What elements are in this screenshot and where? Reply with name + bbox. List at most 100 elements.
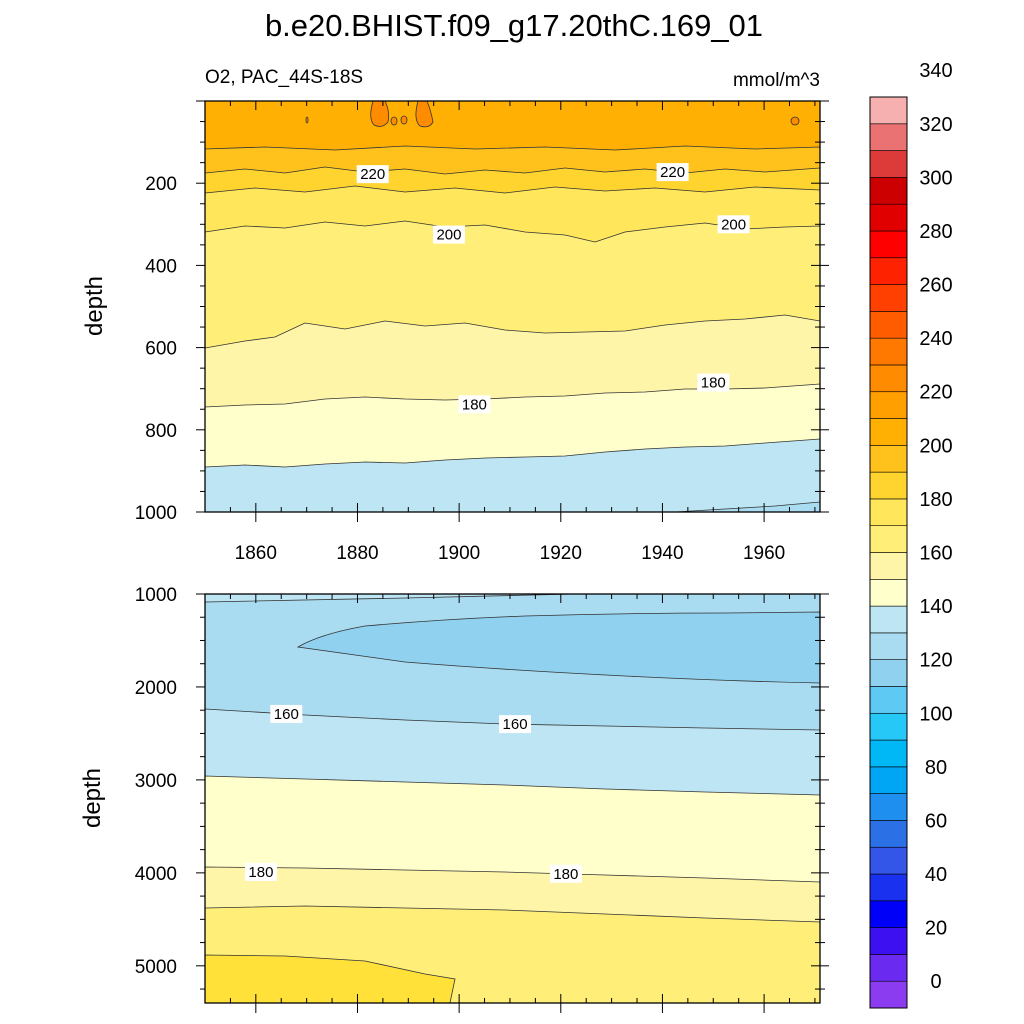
colorbar-label: 240 (919, 328, 952, 350)
colorbar-label: 0 (930, 971, 941, 993)
contour-patch (400, 115, 408, 125)
y-tick-label: 800 (145, 421, 177, 442)
colorbar-box (869, 927, 908, 955)
colorbar-box (869, 632, 908, 660)
colorbar-box (869, 873, 908, 902)
y-tick-label: 400 (145, 256, 177, 277)
contour-label: 180 (458, 395, 491, 414)
colorbar-box (869, 391, 908, 419)
colorbar-box (869, 96, 908, 125)
contour-label-text: 200 (721, 216, 746, 233)
colorbar-box (869, 230, 908, 259)
colorbar-label: 280 (919, 221, 952, 243)
x-tick-label: 1860 (235, 543, 277, 564)
colorbar: 0 20 40 60 80 100 120 140 160 180 200 220 240 260 280 3… (869, 60, 953, 1009)
contour-label-bg (270, 704, 303, 723)
colorbar-label: 160 (919, 543, 952, 565)
colorbar-box (869, 364, 908, 393)
x-tick-label: 1920 (540, 543, 582, 564)
contour-patch (790, 116, 800, 126)
bottom-plot-area: 160 160 180 180 (205, 594, 820, 1003)
contour-patch (370, 101, 389, 127)
colorbar-label: 320 (919, 114, 952, 136)
contour-patch (305, 116, 309, 124)
colorbar-box (869, 766, 908, 794)
band-fill (205, 438, 820, 512)
top-axes: 1860 1880 1900 1920 1940 1960 200 400 600 800 1000 (135, 100, 829, 564)
colorbar-box (869, 284, 908, 312)
colorbar-label: 80 (925, 757, 947, 779)
colorbar-box (869, 900, 908, 928)
y-tick-label: 3000 (135, 771, 177, 792)
colorbar-box (869, 311, 908, 339)
contour-label-bg (432, 225, 465, 244)
colorbar-box (869, 605, 908, 634)
colorbar-box (869, 177, 908, 205)
bottom-panel: 160 160 180 180 1000 2000 3000 4000 5000 depth (79, 585, 829, 1013)
band-fill (205, 954, 456, 1003)
contour-patch (390, 116, 398, 126)
colorbar-label: 260 (919, 275, 952, 297)
plot-frame (204, 593, 821, 1004)
contour-label-bg (697, 373, 730, 392)
contour-label: 180 (244, 862, 277, 881)
colorbar-label: 40 (925, 864, 947, 886)
contour-label-bg (244, 862, 277, 881)
contour-label-text: 180 (701, 375, 726, 392)
contour-label: 220 (356, 165, 389, 184)
contour-label-text: 180 (462, 396, 487, 413)
band-fill (205, 594, 820, 603)
contour-labels: 220 220 200 200 180 180 (356, 163, 750, 414)
colorbar-frame (869, 96, 908, 1009)
contour-label-bg (656, 163, 689, 182)
contour-label: 220 (656, 163, 689, 182)
contour-label-text: 180 (553, 866, 578, 883)
colorbar-label: 20 (925, 918, 947, 940)
y-tick-label: 4000 (135, 864, 177, 885)
contour-label-bg (458, 395, 491, 414)
colorbar-box (869, 498, 908, 527)
colorbar-box (869, 820, 908, 848)
contour-label: 200 (432, 225, 465, 244)
colorbar-box (869, 150, 908, 178)
colorbar-box (869, 471, 908, 500)
top-panel: O2, PAC_44S-18S mmol/m^3 220 220 200 200 180… (81, 67, 829, 564)
colorbar-box (869, 739, 908, 768)
contour-label: 180 (697, 373, 730, 392)
contour-label-bg (499, 715, 532, 734)
colorbar-box (869, 552, 908, 580)
colorbar-box (869, 793, 908, 821)
contour-label: 160 (499, 715, 532, 734)
colorbar-label: 100 (919, 703, 952, 725)
contour-patch (415, 101, 434, 128)
colorbar-label: 220 (919, 382, 952, 404)
y-axis-label: depth (79, 768, 106, 828)
colorbar-box (869, 257, 908, 285)
variable-region-label: O2, PAC_44S-18S (205, 67, 363, 88)
colorbar-box (869, 659, 908, 687)
colorbar-label: 120 (919, 650, 952, 672)
x-tick-label: 1900 (438, 543, 480, 564)
contour-label-text: 180 (248, 864, 273, 881)
colorbar-box (869, 418, 908, 446)
colorbar-box (869, 578, 908, 607)
colorbar-label: 140 (919, 596, 952, 618)
contour-label: 180 (549, 864, 582, 883)
contour-label-text: 160 (274, 706, 299, 723)
colorbar-label: 200 (919, 435, 952, 457)
y-tick-label: 600 (145, 339, 177, 360)
colorbar-box (869, 445, 908, 473)
colorbar-box (869, 337, 908, 366)
colorbar-box (869, 203, 908, 232)
contour-label-text: 160 (503, 716, 528, 733)
colorbar-box (869, 525, 908, 553)
colorbar-box (869, 686, 908, 714)
band-fill (674, 501, 820, 512)
y-tick-label: 200 (145, 174, 177, 195)
colorbar-box (869, 846, 908, 875)
contour-labels: 160 160 180 180 (244, 704, 582, 883)
chart-title: b.e20.BHIST.f09_g17.20thC.169_01 (265, 8, 763, 43)
contour-label-bg (356, 165, 389, 184)
colorbar-label: 340 (919, 60, 952, 82)
